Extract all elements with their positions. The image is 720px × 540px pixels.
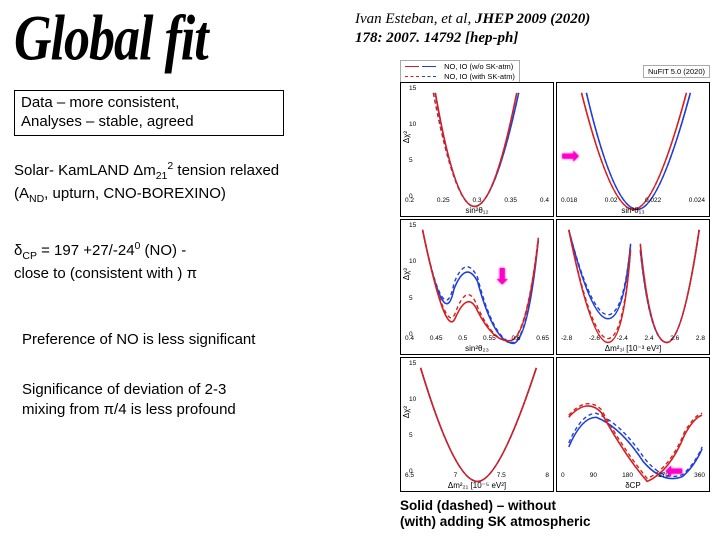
- t: (with) adding SK atmospheric: [400, 514, 591, 529]
- summary-line2: Analyses – stable, agreed: [21, 113, 194, 130]
- chart-panel: -2.8-2.6-2.42.42.62.8 Δm²₃ₗ [10⁻³ eV²]: [556, 219, 710, 354]
- chart-grid: NO, IO (w/o SK-atm) NO, IO (with SK-atm)…: [400, 62, 710, 492]
- t: CP: [22, 250, 37, 262]
- t: Significance of deviation of 2-3: [22, 381, 226, 398]
- highlight-arrow-icon: ➡: [561, 143, 579, 169]
- chart-legend-left: NO, IO (w/o SK-atm) NO, IO (with SK-atm): [400, 60, 520, 83]
- t: = 197 +27/-24: [37, 242, 135, 259]
- t: Solar- KamLAND: [14, 162, 133, 179]
- t: tension relaxed: [173, 162, 279, 179]
- chart-panel: 090180270360 δCP ⬅: [556, 357, 710, 492]
- t: ND: [29, 193, 44, 205]
- citation-line2: 178: 2007. 14792 [hep-ph]: [355, 30, 518, 46]
- t: (NO) -: [140, 242, 186, 259]
- chart-panel: 0.0180.020.0220.024 sin²θ₁₃ ➡: [556, 82, 710, 217]
- highlight-arrow-icon: ⬇: [493, 264, 511, 290]
- page-title: Global fit: [14, 2, 208, 76]
- highlight-arrow-icon: ⬅: [665, 458, 683, 484]
- t: Δm: [133, 162, 156, 179]
- chart-panel: 6.577.58 051015 Δm²₂₁ [10⁻⁵ eV²] Δχ²: [400, 357, 554, 492]
- t: , upturn, CNO-BOREXINO): [44, 185, 226, 202]
- chart-legend-bar: NO, IO (w/o SK-atm) NO, IO (with SK-atm)…: [400, 62, 710, 80]
- figure-caption: Solid (dashed) – without (with) adding S…: [400, 498, 710, 530]
- para-deltacp: δCP = 197 +27/-240 (NO) - close to (cons…: [14, 240, 359, 283]
- t: (A: [14, 185, 29, 202]
- t: close to (consistent with ) π: [14, 265, 197, 282]
- t: NO, IO (w/o SK-atm): [444, 62, 513, 71]
- para-no: Preference of NO is less significant: [22, 330, 367, 350]
- t: NO, IO (with SK-atm): [444, 72, 515, 81]
- para-mixing: Significance of deviation of 2-3 mixing …: [22, 380, 367, 419]
- summary-box: Data – more consistent, Analyses – stabl…: [14, 90, 284, 136]
- para-solar: Solar- KamLAND Δm212 tension relaxed (AN…: [14, 160, 359, 206]
- t: mixing from π/4 is less profound: [22, 401, 236, 418]
- summary-line1: Data – more consistent,: [21, 94, 179, 111]
- t: Solid (dashed) – without: [400, 498, 556, 513]
- t: 21: [156, 170, 168, 182]
- citation-plain: Ivan Esteban, et al,: [355, 11, 475, 27]
- citation: Ivan Esteban, et al, JHEP 2009 (2020) 17…: [355, 10, 715, 48]
- chart-panel: 0.40.450.50.550.60.65 051015 sin²θ₂₃ Δχ²…: [400, 219, 554, 354]
- citation-bold: JHEP 2009 (2020): [475, 11, 590, 27]
- chart-legend-right: NuFIT 5.0 (2020): [643, 65, 710, 78]
- chart-panel: 0.20.250.30.350.4 051015 sin²θ₁₂ Δχ²: [400, 82, 554, 217]
